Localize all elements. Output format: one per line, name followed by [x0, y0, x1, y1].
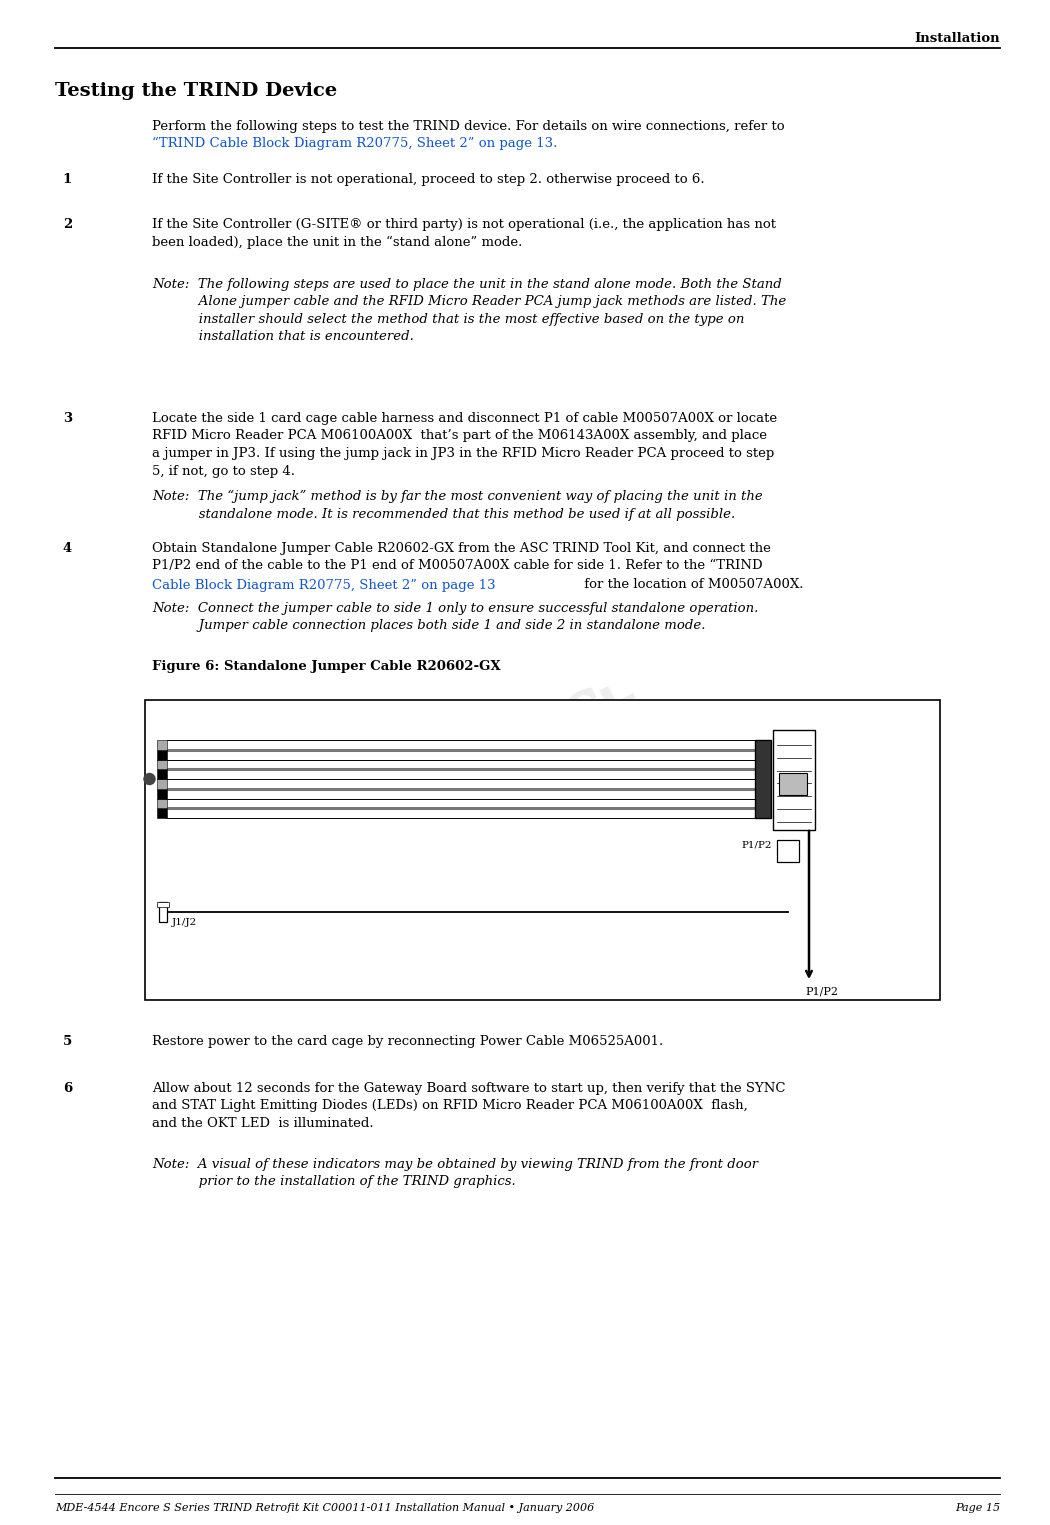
Text: J1/J2: J1/J2: [172, 918, 197, 927]
Text: Page 15: Page 15: [954, 1504, 1000, 1513]
Text: Note:  The following steps are used to place the unit in the stand alone mode. B: Note: The following steps are used to pl…: [152, 278, 786, 343]
Bar: [145, 700, 940, 1000]
Bar: [158, 808, 167, 817]
Bar: [158, 799, 167, 808]
Text: Figure 6: Standalone Jumper Cable R20602-GX: Figure 6: Standalone Jumper Cable R20602…: [152, 660, 501, 673]
Text: Cable Block Diagram R20775, Sheet 2” on page 13: Cable Block Diagram R20775, Sheet 2” on …: [152, 578, 496, 592]
Text: Note:  The “jump jack” method is by far the most convenient way of placing the u: Note: The “jump jack” method is by far t…: [152, 490, 762, 520]
Text: 1: 1: [63, 172, 72, 186]
Text: Obtain Standalone Jumper Cable R20602-GX from the ASC TRIND Tool Kit, and connec: Obtain Standalone Jumper Cable R20602-GX…: [152, 541, 771, 572]
Bar: [779, 773, 807, 795]
Text: If the Site Controller (G-SITE® or third party) is not operational (i.e., the ap: If the Site Controller (G-SITE® or third…: [152, 218, 776, 249]
Text: MDE-4544 Encore S Series TRIND Retrofit Kit C00011-011 Installation Manual • Jan: MDE-4544 Encore S Series TRIND Retrofit …: [55, 1504, 594, 1513]
Text: Allow about 12 seconds for the Gateway Board software to start up, then verify t: Allow about 12 seconds for the Gateway B…: [152, 1083, 785, 1130]
Text: 3: 3: [63, 412, 72, 425]
Bar: [158, 779, 167, 788]
Bar: [158, 769, 167, 779]
Bar: [158, 759, 167, 769]
Bar: [755, 740, 771, 817]
Text: Locate the side 1 card cage cable harness and disconnect P1 of cable M00507A00X : Locate the side 1 card cage cable harnes…: [152, 412, 777, 477]
Text: for the location of M00507A00X.: for the location of M00507A00X.: [580, 578, 803, 592]
Text: 2: 2: [63, 218, 72, 230]
Text: Note:  Connect the jumper cable to side 1 only to ensure successful standalone o: Note: Connect the jumper cable to side 1…: [152, 602, 758, 633]
Text: “TRIND Cable Block Diagram R20775, Sheet 2” on page 13.: “TRIND Cable Block Diagram R20775, Sheet…: [152, 137, 558, 151]
Text: If the Site Controller is not operational, proceed to step 2. otherwise proceed : If the Site Controller is not operationa…: [152, 172, 705, 186]
Text: Note:  A visual of these indicators may be obtained by viewing TRIND from the fr: Note: A visual of these indicators may b…: [152, 1157, 758, 1188]
Text: Testing the TRIND Device: Testing the TRIND Device: [55, 82, 337, 101]
Text: 5: 5: [63, 1035, 72, 1048]
Text: 4: 4: [63, 541, 72, 555]
Text: 6: 6: [63, 1083, 72, 1095]
Bar: [159, 901, 167, 923]
Circle shape: [144, 773, 155, 784]
Bar: [773, 730, 815, 830]
Text: Restore power to the card cage by reconnecting Power Cable M06525A001.: Restore power to the card cage by reconn…: [152, 1035, 664, 1048]
Text: P1/P2: P1/P2: [741, 840, 772, 849]
Text: Draft: Draft: [365, 663, 675, 897]
Bar: [158, 750, 167, 759]
Text: Perform the following steps to test the TRIND device. For details on wire connec: Perform the following steps to test the …: [152, 120, 784, 133]
Bar: [777, 840, 799, 862]
Bar: [158, 788, 167, 799]
Text: Installation: Installation: [915, 32, 1000, 46]
Bar: [158, 740, 167, 750]
Bar: [158, 901, 169, 907]
Text: P1/P2: P1/P2: [805, 987, 838, 996]
